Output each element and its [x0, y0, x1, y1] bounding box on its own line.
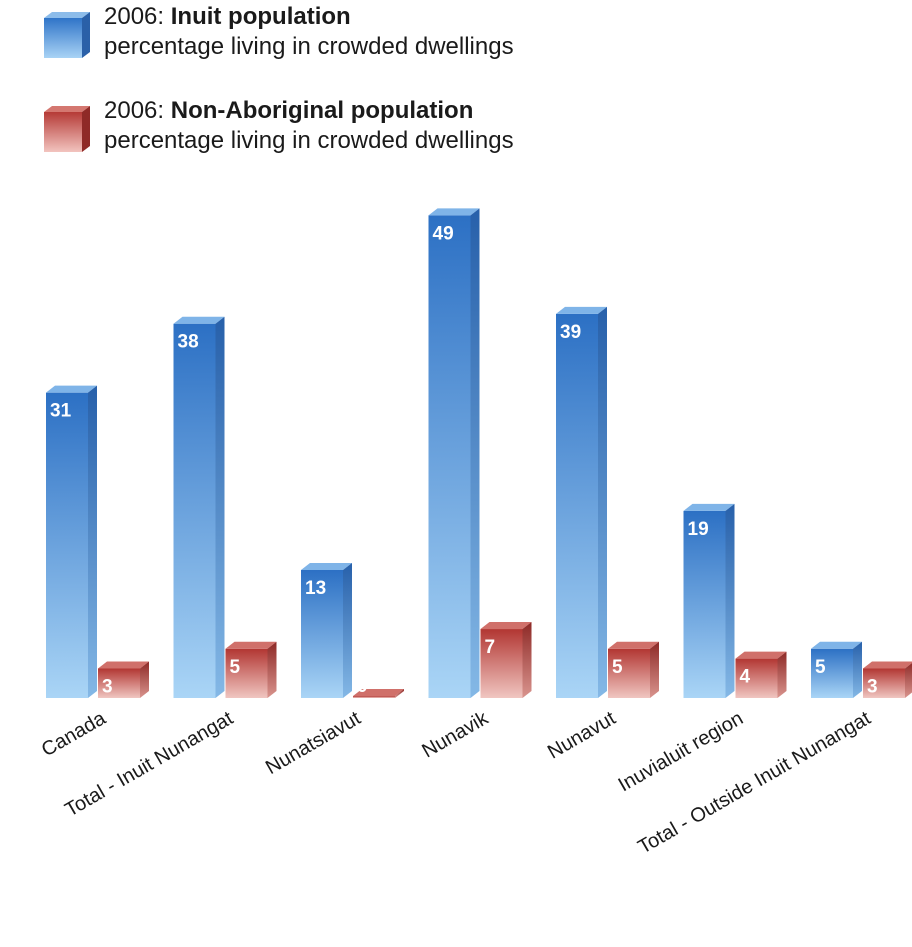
bar-non-aboriginal-population-nunatsiavut-side	[395, 689, 404, 698]
category-label-nunavut: Nunavut	[544, 707, 620, 764]
category-label-canada: Canada	[38, 707, 110, 762]
data-label-inuit-population-canada: 31	[50, 401, 72, 422]
bar-inuit-population-nunavut-top	[556, 306, 607, 314]
category-label-nunavik: Nunavik	[418, 707, 492, 763]
data-label-inuit-population-total-outside-inuit-nunangat: 5	[815, 657, 826, 678]
bar-inuit-population-total-inuit-nunangat-side	[215, 316, 225, 698]
bar-inuit-population-nunavik-top	[428, 208, 480, 216]
legend-description: percentage living in crowded dwellings	[104, 33, 514, 60]
bars-group: 31 3 38 5 13 0 49 7 39 5 19 4 5 3	[46, 208, 912, 698]
bar-inuit-population-nunatsiavut-top	[301, 562, 352, 570]
legend-description: percentage living in crowded dwellings	[104, 127, 514, 154]
bar-non-aboriginal-population-total-outside-inuit-nunangat	[863, 668, 905, 698]
category-label-nunatsiavut: Nunatsiavut	[262, 707, 365, 779]
data-label-non-aboriginal-population-inuvialuit-region: 4	[740, 667, 751, 688]
category-label-total-outside-inuit-nunangat: Total - Outside Inuit Nunangat	[634, 707, 875, 859]
bar-non-aboriginal-population-nunavut-top	[608, 641, 659, 649]
bar-inuit-population-inuvialuit-region	[683, 510, 726, 698]
bar-non-aboriginal-population-nunavut-side	[650, 641, 659, 698]
bar-non-aboriginal-population-nunavik-top	[480, 622, 532, 630]
bar-inuit-population-canada	[46, 392, 88, 698]
legend-swatch-inuit	[44, 12, 90, 58]
bar-inuit-population-total-outside-inuit-nunangat-side	[853, 641, 862, 698]
bar-inuit-population-nunavut-side	[598, 306, 607, 698]
legend-text-inuit: 2006: Inuit population percentage living…	[104, 2, 514, 62]
bar-non-aboriginal-population-canada-top	[98, 661, 149, 669]
bar-non-aboriginal-population-canada	[98, 668, 140, 698]
bar-inuit-population-canada-side	[88, 385, 97, 698]
bar-inuit-population-inuvialuit-region-side	[725, 503, 735, 698]
bar-non-aboriginal-population-nunavik	[480, 629, 523, 698]
bar-non-aboriginal-population-nunavut	[608, 648, 650, 698]
data-label-non-aboriginal-population-nunavik: 7	[485, 637, 496, 658]
legend-text-non-aboriginal: 2006: Non-Aboriginal population percenta…	[104, 96, 514, 156]
bar-inuit-population-inuvialuit-region-top	[683, 503, 735, 511]
bar-non-aboriginal-population-inuvialuit-region-side	[777, 651, 787, 698]
legend-year: 2006:	[104, 3, 165, 30]
data-label-inuit-population-nunatsiavut: 13	[305, 578, 326, 599]
bar-non-aboriginal-population-total-outside-inuit-nunangat-side	[905, 663, 912, 698]
legend-series-name: Non-Aboriginal population	[170, 97, 474, 124]
bar-non-aboriginal-population-inuvialuit-region	[735, 658, 778, 698]
data-label-non-aboriginal-population-total-inuit-nunangat: 5	[230, 657, 241, 678]
bar-non-aboriginal-population-total-inuit-nunangat-top	[225, 641, 277, 649]
bar-inuit-population-nunatsiavut-side	[343, 562, 352, 698]
bar-non-aboriginal-population-nunatsiavut	[353, 696, 395, 698]
bar-non-aboriginal-population-total-outside-inuit-nunangat-top	[863, 661, 912, 669]
legend-series-name: Inuit population	[170, 3, 351, 30]
data-label-inuit-population-nunavut: 39	[560, 322, 581, 343]
category-label-inuvialuit-region: Inuvialuit region	[615, 707, 747, 796]
bar-non-aboriginal-population-inuvialuit-region-top	[735, 651, 787, 659]
bar-inuit-population-nunatsiavut	[301, 569, 343, 698]
bar-inuit-population-nunavik-side	[470, 208, 480, 698]
bar-non-aboriginal-population-total-inuit-nunangat-side	[267, 641, 277, 698]
data-label-inuit-population-nunavik: 49	[433, 223, 454, 244]
legend-swatch-non-aboriginal	[44, 106, 90, 152]
bar-inuit-population-total-inuit-nunangat-top	[173, 316, 225, 324]
bar-inuit-population-total-outside-inuit-nunangat	[811, 648, 853, 698]
legend-year: 2006:	[104, 97, 165, 124]
bar-inuit-population-nunavik	[428, 215, 471, 698]
bar-inuit-population-canada-top	[46, 385, 97, 393]
data-label-non-aboriginal-population-nunatsiavut: 0	[357, 676, 368, 697]
bar-inuit-population-total-inuit-nunangat	[173, 323, 216, 698]
bar-non-aboriginal-population-nunavik-side	[522, 622, 532, 698]
bar-non-aboriginal-population-total-inuit-nunangat	[225, 648, 268, 698]
bar-inuit-population-nunavut	[556, 313, 598, 698]
data-label-non-aboriginal-population-total-outside-inuit-nunangat: 3	[867, 676, 878, 697]
bar-non-aboriginal-population-canada-side	[140, 661, 149, 698]
bar-inuit-population-total-outside-inuit-nunangat-top	[811, 641, 862, 649]
data-label-non-aboriginal-population-nunavut: 5	[612, 657, 623, 678]
data-label-inuit-population-inuvialuit-region: 19	[688, 519, 709, 540]
data-label-inuit-population-total-inuit-nunangat: 38	[178, 332, 199, 353]
bar-non-aboriginal-population-nunatsiavut-top	[353, 689, 404, 696]
data-label-non-aboriginal-population-canada: 3	[102, 676, 113, 697]
